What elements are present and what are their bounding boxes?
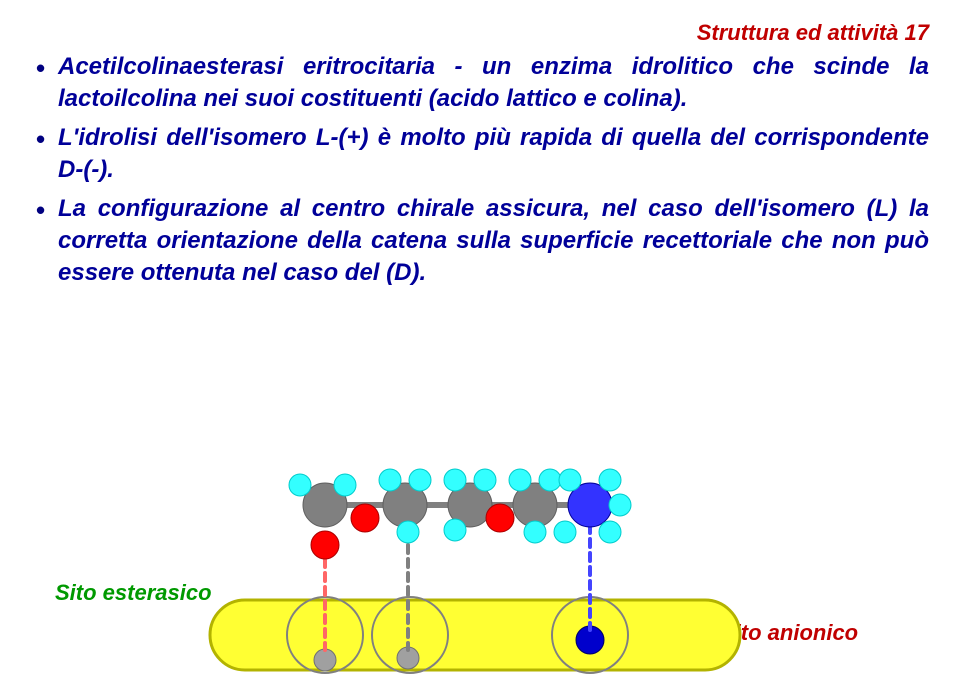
bullet-item: La configurazione al centro chirale assi… xyxy=(30,193,929,290)
bullet-list: Acetilcolinaesterasi eritrocitaria - un … xyxy=(30,51,929,290)
header-text: Struttura ed attività 17 xyxy=(697,20,929,45)
bullet-item: L'idrolisi dell'isomero L-(+) è molto pi… xyxy=(30,122,929,187)
slide-header: Struttura ed attività 17 xyxy=(30,20,929,46)
molecule-diagram xyxy=(150,450,800,680)
bullet-item: Acetilcolinaesterasi eritrocitaria - un … xyxy=(30,51,929,116)
